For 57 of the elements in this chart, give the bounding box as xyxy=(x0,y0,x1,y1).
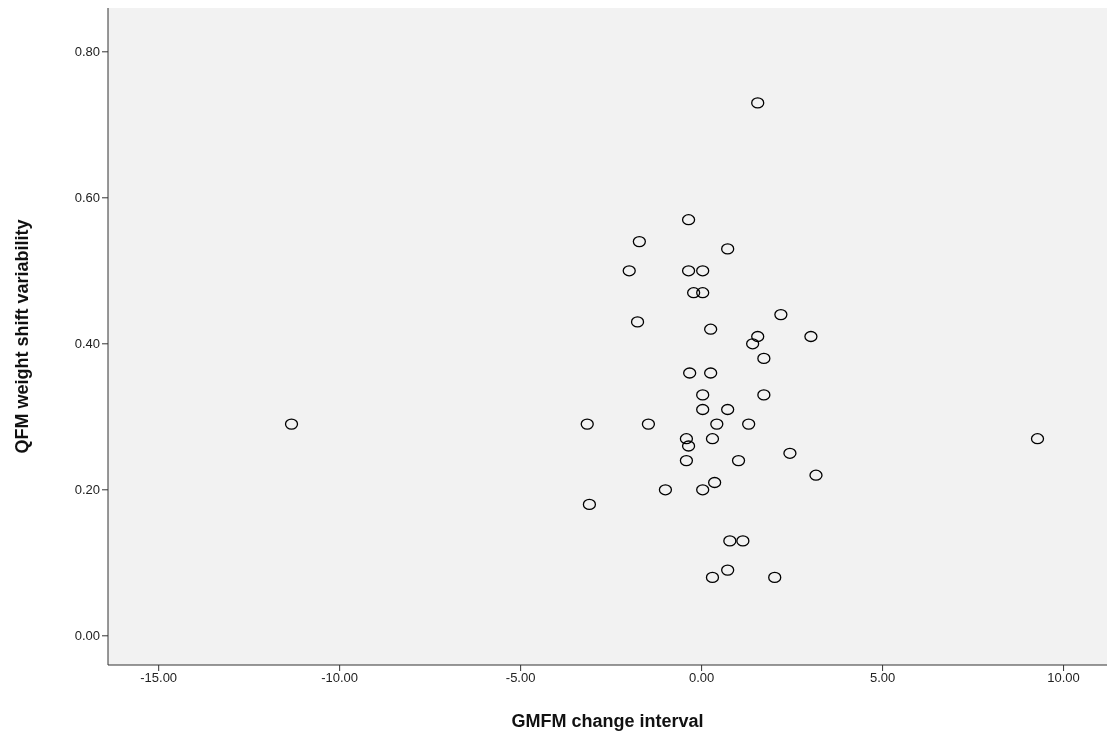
y-tick-label: 0.80 xyxy=(74,44,100,60)
point xyxy=(757,352,771,365)
point xyxy=(679,433,694,445)
point xyxy=(804,330,818,343)
point xyxy=(696,403,710,416)
x-tick-label: -10.00 xyxy=(321,670,359,686)
y-axis-title: QFM weight shift variability xyxy=(12,219,33,454)
point xyxy=(746,338,760,350)
x-tick-label: -5.00 xyxy=(505,670,536,686)
point xyxy=(757,389,771,401)
point xyxy=(681,265,696,277)
point xyxy=(721,243,735,255)
point xyxy=(622,265,636,277)
point xyxy=(731,454,746,467)
point xyxy=(687,287,701,299)
point xyxy=(705,571,720,584)
point xyxy=(658,484,673,496)
point xyxy=(681,214,696,226)
point xyxy=(696,265,710,277)
point xyxy=(710,418,724,430)
point xyxy=(704,367,718,379)
point xyxy=(736,535,750,547)
point xyxy=(582,498,597,511)
point xyxy=(580,418,594,430)
y-tick-label: 0.60 xyxy=(74,190,100,206)
point xyxy=(751,330,765,343)
x-tick-label: 10.00 xyxy=(1047,670,1080,686)
point xyxy=(630,316,645,328)
point xyxy=(751,97,765,109)
y-tick-label: 0.20 xyxy=(74,482,100,498)
y-tick-label: 0.40 xyxy=(74,336,100,352)
point xyxy=(641,418,656,430)
point xyxy=(696,484,710,496)
point xyxy=(723,535,737,547)
y-tick-label: 0.00 xyxy=(74,628,100,644)
point xyxy=(721,403,735,416)
point xyxy=(705,433,720,445)
point xyxy=(783,447,797,459)
point xyxy=(704,323,718,335)
point xyxy=(284,418,299,430)
point xyxy=(679,454,694,467)
point xyxy=(707,476,722,489)
point xyxy=(696,287,710,299)
point xyxy=(809,469,823,481)
point xyxy=(632,235,646,248)
x-tick-label: 5.00 xyxy=(869,670,896,686)
point xyxy=(774,308,788,321)
point xyxy=(742,418,756,430)
point xyxy=(768,571,782,584)
x-axis-title: GMFM change interval xyxy=(511,711,704,731)
point xyxy=(721,564,735,576)
x-tick-label: -15.00 xyxy=(140,670,178,686)
x-tick-label: 0.00 xyxy=(688,670,715,686)
point xyxy=(696,389,710,401)
point xyxy=(681,440,696,452)
point xyxy=(683,367,697,379)
point xyxy=(1030,433,1045,445)
